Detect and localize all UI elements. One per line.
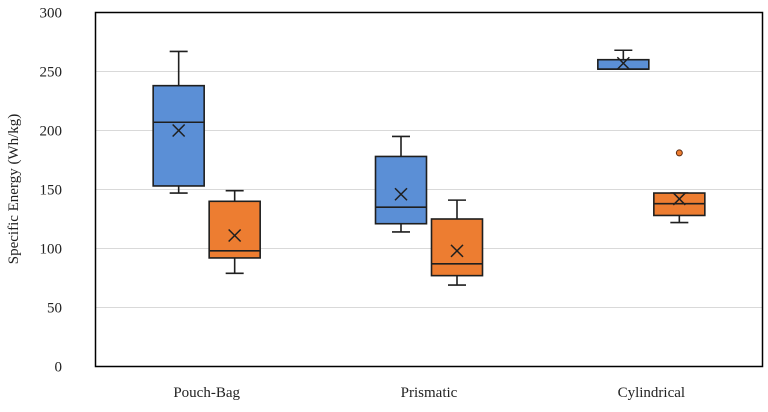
x-tick-label: Prismatic bbox=[401, 385, 458, 401]
box bbox=[208, 200, 261, 259]
y-tick-label: 50 bbox=[47, 301, 62, 317]
box-prismatic-series-1 bbox=[374, 135, 428, 233]
x-tick-label: Cylindrical bbox=[618, 385, 686, 401]
box bbox=[152, 84, 205, 187]
mean-marker bbox=[172, 123, 186, 138]
mean-marker bbox=[228, 228, 242, 243]
box-cylindrical-series-2 bbox=[653, 149, 706, 224]
gridlines bbox=[95, 71, 763, 308]
outlier-point bbox=[675, 149, 683, 157]
box-pouch-bag-series-2 bbox=[208, 189, 261, 275]
box-cylindrical-series-1 bbox=[597, 49, 650, 70]
x-axis-ticks: Pouch-Bag Prismatic Cylindrical bbox=[173, 385, 685, 401]
box-prismatic-series-2 bbox=[430, 199, 484, 286]
y-tick-label: 100 bbox=[40, 242, 63, 258]
y-tick-label: 300 bbox=[40, 6, 63, 22]
boxes bbox=[152, 49, 706, 286]
y-tick-label: 150 bbox=[40, 183, 63, 199]
box-pouch-bag-series-1 bbox=[152, 50, 205, 194]
mean-marker bbox=[394, 187, 408, 201]
y-axis-label: Specific Energy (Wh/kg) bbox=[6, 114, 22, 265]
plot-area-border bbox=[94, 11, 764, 368]
y-tick-label: 250 bbox=[40, 65, 63, 81]
y-axis-ticks: 0 50 100 150 200 250 300 bbox=[40, 6, 63, 376]
y-tick-label: 0 bbox=[55, 360, 63, 376]
y-tick-label: 200 bbox=[40, 124, 63, 140]
box bbox=[374, 155, 428, 225]
box bbox=[430, 218, 484, 277]
box bbox=[597, 58, 650, 70]
x-tick-label: Pouch-Bag bbox=[173, 385, 240, 401]
mean-marker bbox=[450, 244, 464, 258]
mean-marker bbox=[616, 56, 630, 70]
mean-marker bbox=[672, 192, 686, 206]
